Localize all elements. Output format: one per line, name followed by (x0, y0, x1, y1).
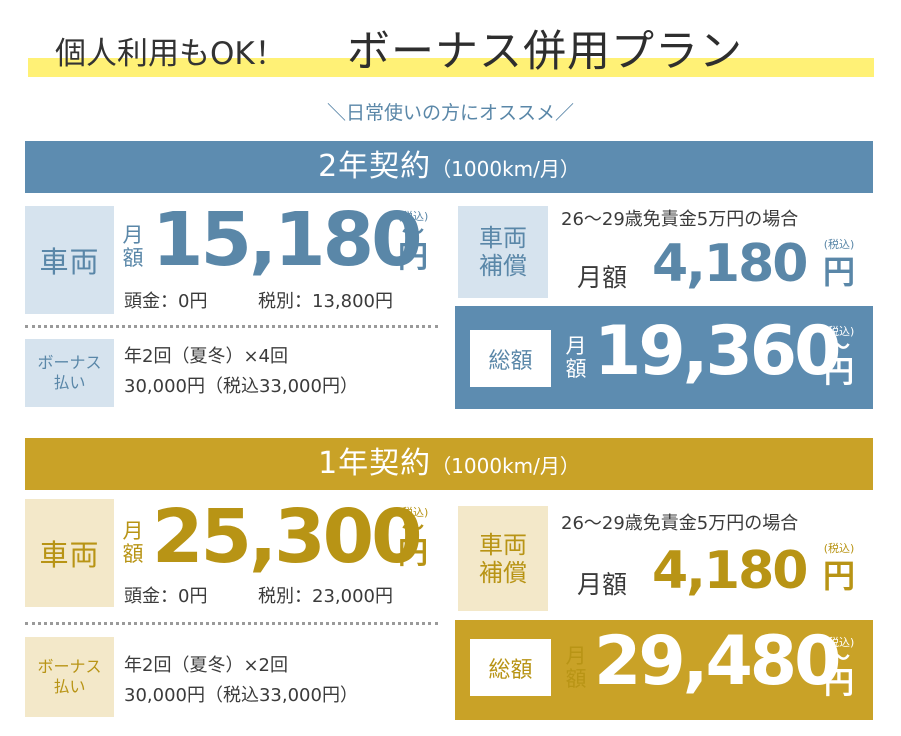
total-label: 総額 (470, 639, 551, 696)
bonus-schedule: 年2回（夏冬）×4回 (124, 346, 288, 367)
compensation-condition: 26〜29歳免責金5万円の場合 (561, 513, 799, 534)
car-price-unit: (税込) 〜円 (397, 210, 429, 275)
page-title: ボーナス併用プラン (347, 27, 743, 77)
total-monthly-label: 月額 (565, 644, 587, 691)
car-price-unit: (税込) 〜円 (397, 506, 429, 571)
bonus-amount: 30,000円（税込33,000円） (124, 685, 358, 706)
bonus-amount: 30,000円（税込33,000円） (124, 376, 358, 397)
plan-mileage: （1000km/月） (431, 454, 580, 478)
compensation-price-unit: (税込) 円 (822, 542, 855, 595)
plan-header-2year: 2年契約（1000km/月） (25, 141, 873, 193)
down-payment: 頭金：0円 (124, 291, 208, 312)
total-price-unit: (税込) 〜円 (823, 325, 855, 390)
compensation-label: 車両 補償 (458, 206, 548, 298)
compensation-price: 4,180 (652, 541, 808, 601)
total-label: 総額 (470, 330, 551, 387)
title-highlight (28, 58, 874, 77)
total-price: 29,480 (594, 622, 841, 701)
compensation-condition: 26〜29歳免責金5万円の場合 (561, 209, 799, 230)
total-monthly-label: 月額 (565, 334, 587, 381)
compensation-monthly-label: 月額 (577, 570, 628, 599)
total-price-unit: (税込) 〜円 (823, 636, 855, 701)
compensation-price-unit: (税込) 円 (822, 238, 855, 291)
compensation-price: 4,180 (652, 234, 808, 294)
title-prefix: 個人利用もOK！ (55, 36, 286, 72)
car-label: 車両 (25, 206, 114, 314)
car-monthly-label: 月額 (122, 519, 144, 566)
dotted-divider (25, 622, 438, 625)
subtitle: ＼日常使いの方にオススメ／ (326, 102, 574, 124)
plan-term: 1年契約 (318, 446, 432, 481)
bonus-label: ボーナス 払い (25, 339, 114, 407)
bonus-label: ボーナス 払い (25, 637, 114, 717)
dotted-divider (25, 325, 438, 328)
pre-tax-price: 税別：13,800円 (258, 291, 393, 312)
car-monthly-price: 25,300 (152, 494, 423, 580)
plan-mileage: （1000km/月） (431, 157, 580, 181)
pre-tax-price: 税別：23,000円 (258, 586, 393, 607)
car-monthly-price: 15,180 (152, 197, 423, 283)
plan-header-1year: 1年契約（1000km/月） (25, 438, 873, 490)
car-monthly-label: 月額 (122, 223, 144, 270)
compensation-label: 車両 補償 (458, 506, 548, 611)
plan-term: 2年契約 (318, 149, 432, 184)
bonus-schedule: 年2回（夏冬）×2回 (124, 655, 288, 676)
car-label: 車両 (25, 499, 114, 607)
down-payment: 頭金：0円 (124, 586, 208, 607)
total-price: 19,360 (594, 312, 841, 391)
compensation-monthly-label: 月額 (577, 263, 628, 292)
